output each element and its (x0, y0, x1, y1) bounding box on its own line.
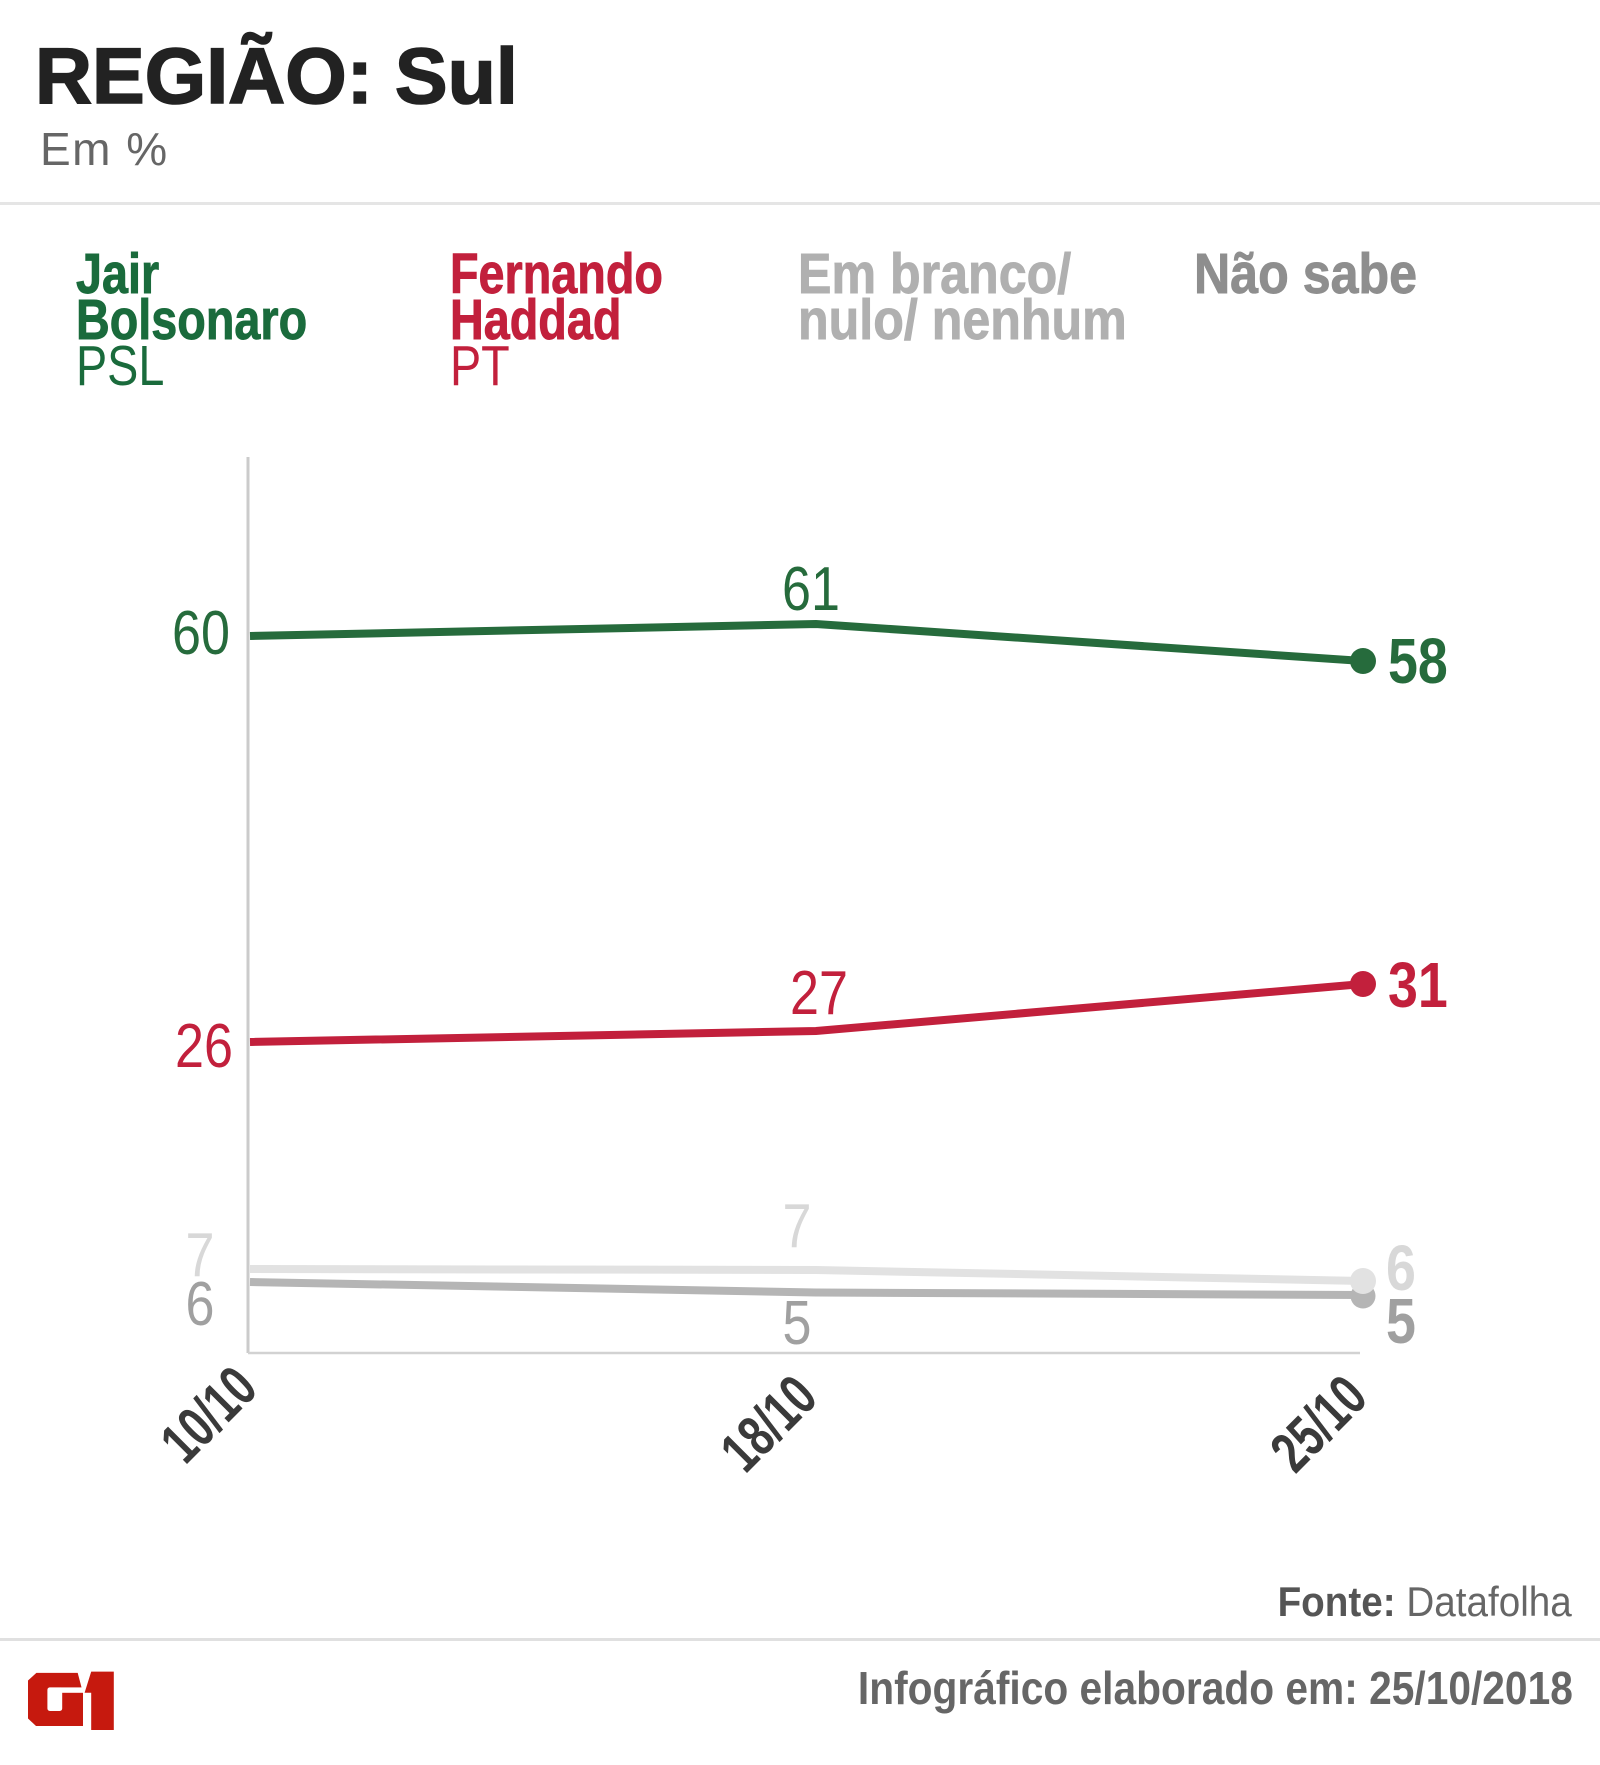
svg-text:58: 58 (1388, 625, 1448, 698)
svg-text:26: 26 (175, 1012, 233, 1081)
svg-text:27: 27 (790, 959, 848, 1028)
svg-text:7: 7 (186, 1221, 215, 1290)
svg-text:5: 5 (783, 1289, 812, 1358)
svg-text:6: 6 (1386, 1232, 1416, 1305)
svg-text:6: 6 (186, 1270, 215, 1339)
svg-text:60: 60 (172, 599, 230, 668)
svg-text:5: 5 (1386, 1285, 1416, 1358)
svg-text:31: 31 (1388, 949, 1448, 1022)
svg-text:61: 61 (782, 555, 840, 624)
svg-text:18/10: 18/10 (708, 1363, 829, 1484)
svg-text:25/10: 25/10 (1258, 1363, 1379, 1484)
svg-text:10/10: 10/10 (148, 1354, 269, 1475)
svg-text:7: 7 (783, 1192, 812, 1261)
